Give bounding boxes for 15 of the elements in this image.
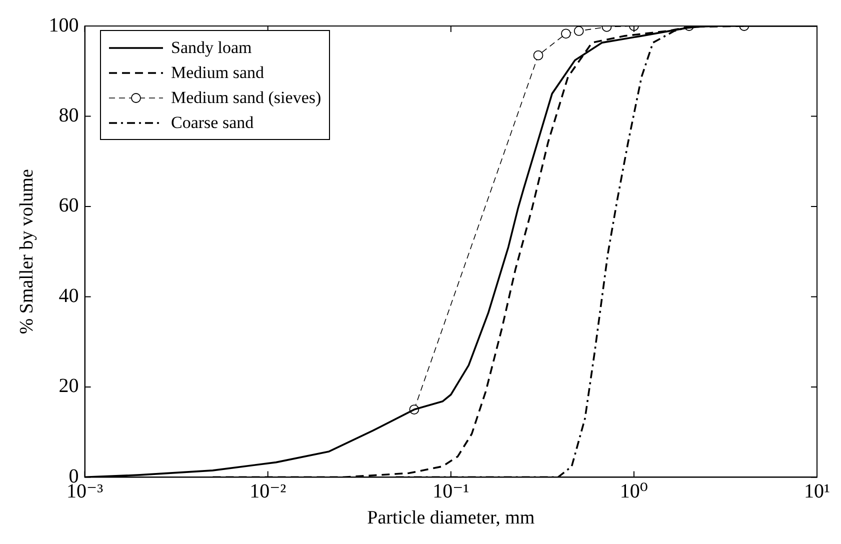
y-tick-label: 20 — [58, 375, 79, 398]
x-tick-label: 10⁻² — [250, 480, 286, 502]
x-axis-title: Particle diameter, mm — [367, 508, 535, 529]
legend-label: Medium sand — [171, 62, 264, 84]
y-axis-title: % Smaller by volume — [16, 169, 38, 334]
legend-label: Medium sand (sieves) — [171, 87, 322, 109]
y-tick-label: 100 — [48, 14, 79, 36]
x-tick-label: 10⁻¹ — [432, 480, 470, 502]
y-tick-label: 60 — [58, 194, 79, 217]
legend-label: Sandy loam — [171, 37, 252, 59]
legend-label: Coarse sand — [171, 112, 254, 134]
x-tick-label: 10¹ — [804, 480, 830, 502]
y-tick-label: 80 — [58, 104, 79, 126]
y-tick-label: 40 — [58, 284, 79, 307]
x-tick-label: 10⁰ — [620, 480, 648, 502]
